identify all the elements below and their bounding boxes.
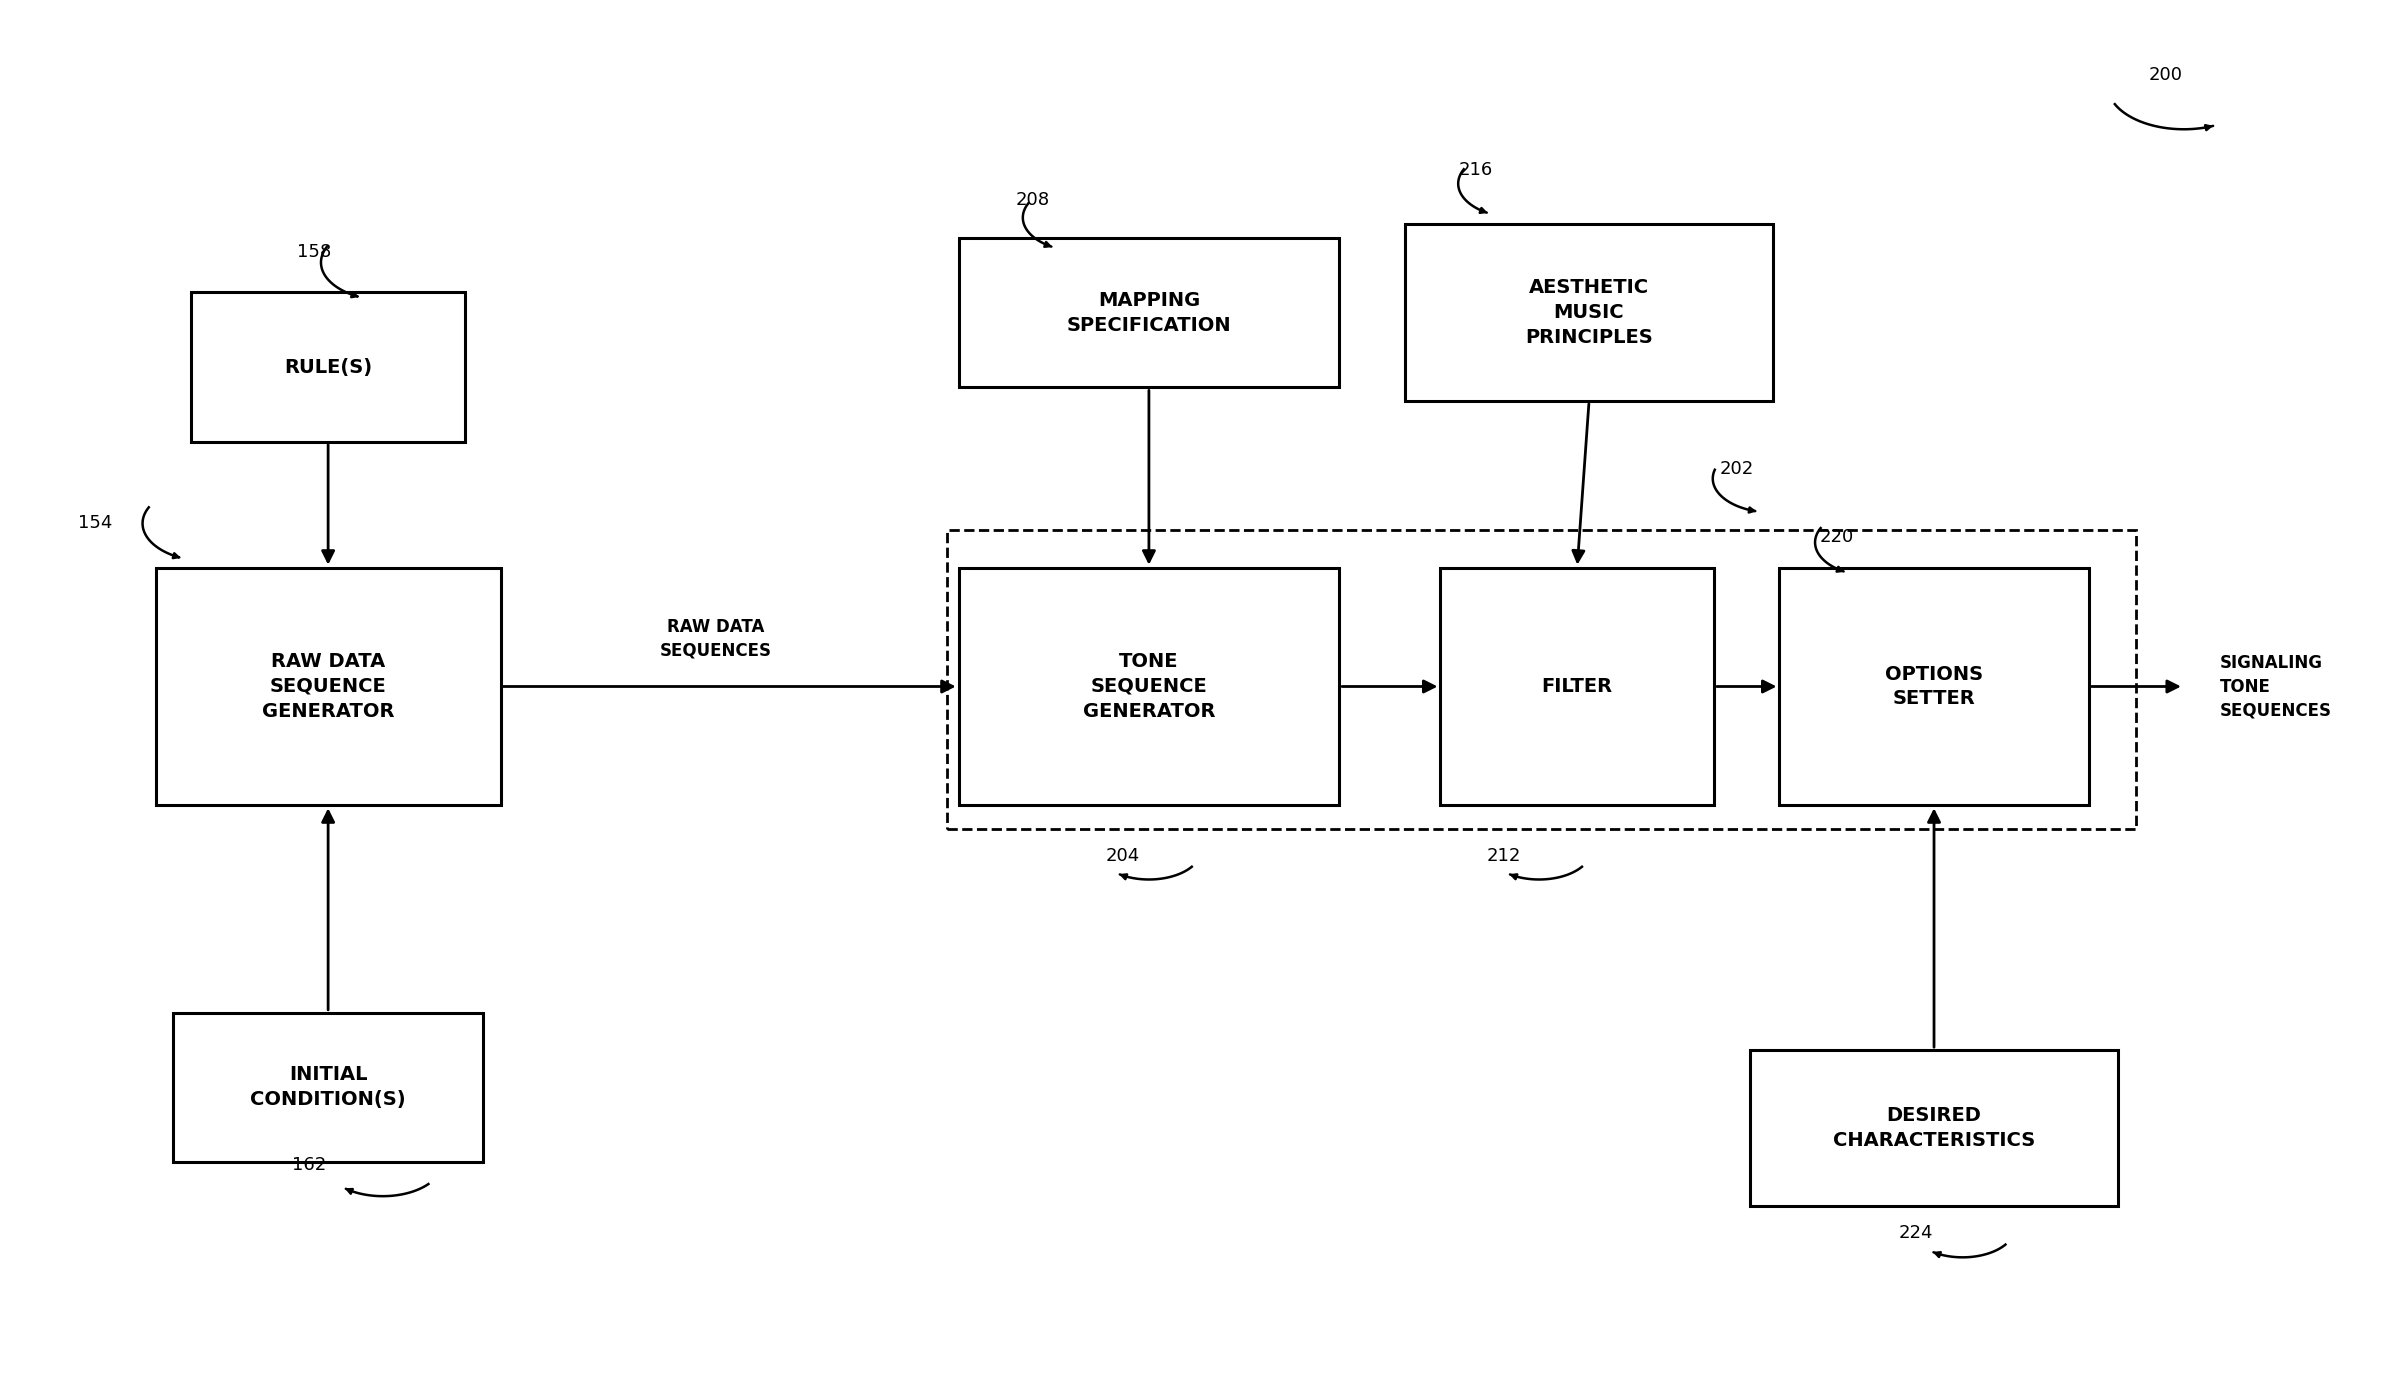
Bar [960,567,1340,806]
Text: FILTER: FILTER [1541,677,1613,696]
Bar [1441,567,1713,806]
Bar [191,292,464,442]
Text: TONE
SEQUENCE
GENERATOR: TONE SEQUENCE GENERATOR [1082,652,1216,721]
Text: RAW DATA
SEQUENCE
GENERATOR: RAW DATA SEQUENCE GENERATOR [261,652,395,721]
Text: RAW DATA
SEQUENCES: RAW DATA SEQUENCES [660,618,773,660]
Text: RULE(S): RULE(S) [285,357,373,376]
Bar [1749,1050,2118,1207]
Text: SIGNALING
TONE
SEQUENCES: SIGNALING TONE SEQUENCES [2221,654,2331,719]
Bar [1405,224,1773,401]
Text: 204: 204 [1106,847,1141,865]
Text: 154: 154 [79,515,112,533]
Bar [1780,567,2089,806]
Bar [156,567,500,806]
Text: 202: 202 [1721,460,1754,478]
Text: 220: 220 [1819,529,1855,546]
Bar [960,238,1340,387]
Text: 224: 224 [1898,1223,1934,1241]
Text: AESTHETIC
MUSIC
PRINCIPLES: AESTHETIC MUSIC PRINCIPLES [1524,279,1654,347]
Text: 208: 208 [1015,191,1051,209]
Text: 212: 212 [1486,847,1522,865]
Text: OPTIONS
SETTER: OPTIONS SETTER [1886,665,1984,708]
Text: 200: 200 [2149,66,2182,84]
Text: 158: 158 [297,243,333,261]
Bar [172,1013,483,1162]
Text: INITIAL
CONDITION(S): INITIAL CONDITION(S) [251,1065,407,1109]
Text: 162: 162 [292,1156,328,1174]
Bar [948,530,2137,829]
Text: DESIRED
CHARACTERISTICS: DESIRED CHARACTERISTICS [1833,1107,2034,1151]
Text: MAPPING
SPECIFICATION: MAPPING SPECIFICATION [1067,291,1232,335]
Text: 216: 216 [1457,161,1493,178]
